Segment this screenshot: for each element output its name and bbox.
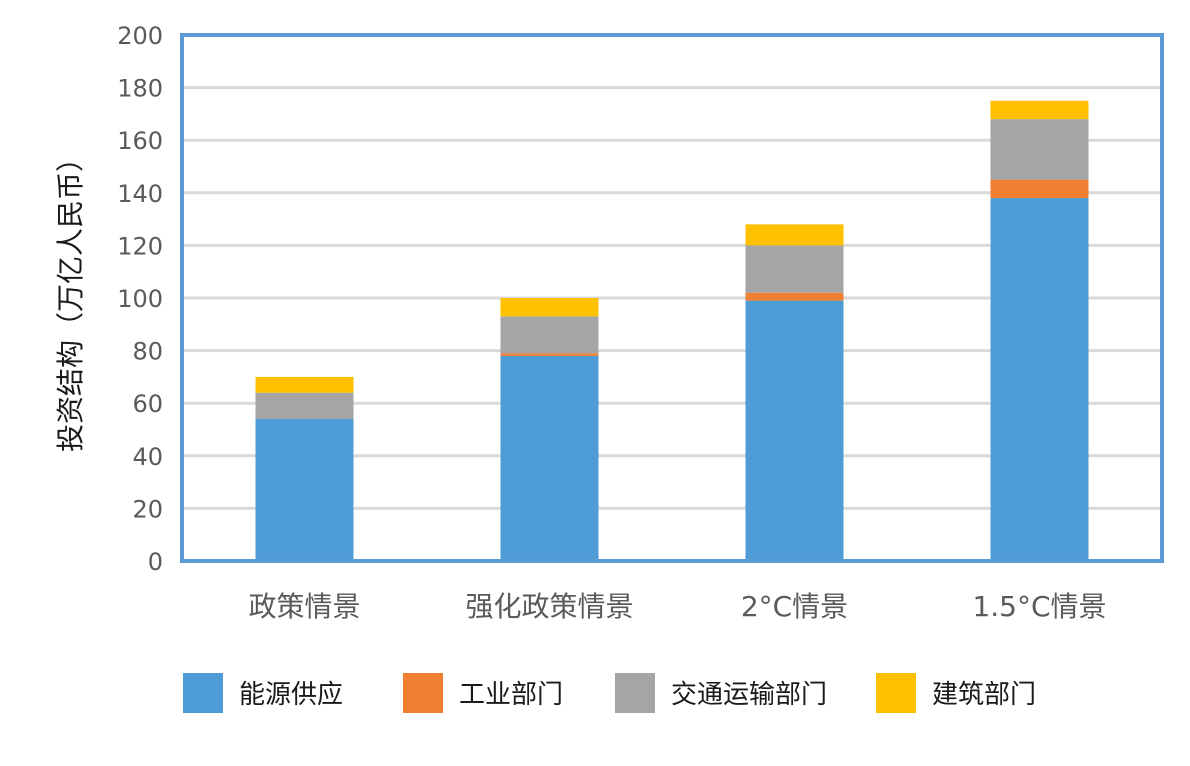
- y-axis-ticks: 0 20 40 60 80 100 120 140 160 180 200: [117, 22, 163, 576]
- legend-label: 能源供应: [239, 680, 343, 710]
- bar-segment: [990, 100, 1089, 120]
- y-tick-label: 160: [117, 127, 163, 155]
- bar-segment: [745, 292, 844, 301]
- y-tick-label: 120: [117, 232, 163, 260]
- y-tick-label: 100: [117, 285, 163, 313]
- legend-swatch: [403, 673, 443, 713]
- y-axis-title: 投资结构（万亿人民币）: [54, 144, 87, 452]
- bar-segment: [990, 119, 1089, 180]
- legend-swatch: [183, 673, 223, 713]
- legend-label: 工业部门: [459, 680, 563, 710]
- bar-segment: [745, 224, 844, 246]
- plot-frame: [180, 33, 1164, 563]
- bar-segment: [255, 376, 354, 393]
- bar-segment: [990, 179, 1089, 199]
- x-axis-categories: 政策情景 强化政策情景 2°C情景 1.5°C情景: [248, 590, 1106, 623]
- x-category-label: 政策情景: [248, 590, 360, 623]
- bar-segment: [990, 198, 1089, 561]
- y-tick-label: 20: [132, 495, 163, 523]
- bars: [255, 100, 1089, 561]
- x-category-label: 2°C情景: [741, 590, 848, 623]
- y-tick-label: 140: [117, 180, 163, 208]
- bar-segment: [745, 300, 844, 561]
- bar-segment: [500, 353, 599, 356]
- x-category-label: 强化政策情景: [465, 590, 633, 623]
- legend-swatch: [615, 673, 655, 713]
- x-category-label: 1.5°C情景: [972, 590, 1106, 623]
- bar-segment: [255, 392, 354, 419]
- y-tick-label: 0: [148, 548, 163, 576]
- y-tick-label: 200: [117, 22, 163, 50]
- y-tick-label: 180: [117, 75, 163, 103]
- bar-segment: [500, 316, 599, 354]
- bar-segment: [745, 245, 844, 293]
- bar-segment: [255, 418, 354, 561]
- y-tick-label: 60: [132, 390, 163, 418]
- bar-segment: [500, 298, 599, 317]
- y-tick-label: 80: [132, 338, 163, 366]
- legend: 能源供应 工业部门 交通运输部门 建筑部门: [183, 673, 1036, 713]
- legend-swatch: [876, 673, 916, 713]
- legend-label: 建筑部门: [932, 680, 1036, 710]
- bar-segment: [500, 355, 599, 561]
- y-tick-label: 40: [132, 443, 163, 471]
- legend-label: 交通运输部门: [671, 680, 827, 710]
